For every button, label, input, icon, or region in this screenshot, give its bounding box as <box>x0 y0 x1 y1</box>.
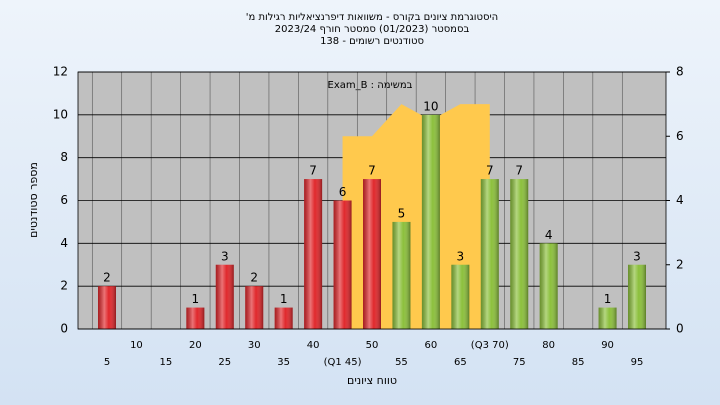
annotation: במשימה : Exam_B <box>328 80 413 91</box>
value-label: 1 <box>604 292 612 306</box>
value-label: 1 <box>280 292 288 306</box>
x-tick-label: 55 <box>395 357 408 368</box>
value-label: 10 <box>423 99 438 113</box>
value-label: 4 <box>545 228 553 242</box>
y2-tick-label: 8 <box>676 65 684 79</box>
y-tick-label: 2 <box>60 279 68 293</box>
x-tick-label: 30 <box>248 340 261 351</box>
y-tick-label: 8 <box>60 150 68 164</box>
x-tick-label: 90 <box>601 340 614 351</box>
x-axis-label: טווח ציונים <box>347 374 397 387</box>
bar-shade <box>510 179 529 329</box>
bar-shade <box>628 264 646 329</box>
chart-title: סטודנטים רשומים - 138 <box>320 36 424 47</box>
x-tick-label: (Q3 70) <box>471 340 509 351</box>
value-label: 5 <box>398 206 406 220</box>
value-label: 7 <box>309 164 317 178</box>
bar-shade <box>598 307 617 329</box>
bar-shade <box>304 179 323 329</box>
bar-shade <box>392 221 411 329</box>
y-tick-label: 10 <box>53 107 68 121</box>
bar-shade <box>480 179 499 329</box>
chart-title: היסטוגרמת ציונים בקורס - משוואות דיפרנצי… <box>246 12 498 23</box>
x-tick-label: (Q1 45) <box>324 357 362 368</box>
value-label: 7 <box>515 164 523 178</box>
chart-title: בסמסטר (01/2023) סמסטר חורף 2023/24 <box>275 24 470 35</box>
value-label: 6 <box>339 185 347 199</box>
y2-tick-label: 2 <box>676 257 684 271</box>
bar-shade <box>274 307 293 329</box>
value-label: 3 <box>457 249 465 263</box>
value-label: 3 <box>633 249 641 263</box>
x-tick-label: 50 <box>366 340 379 351</box>
value-label: 7 <box>368 164 376 178</box>
y-tick-label: 4 <box>60 236 68 250</box>
bar-shade <box>215 264 234 329</box>
value-label: 7 <box>486 164 494 178</box>
bar-shade <box>245 286 264 329</box>
x-tick-label: 35 <box>277 357 290 368</box>
y2-tick-label: 6 <box>676 129 684 143</box>
bar-shade <box>186 307 205 329</box>
bar-shade <box>333 200 352 329</box>
x-tick-label: 15 <box>160 357 173 368</box>
bar-shade <box>421 114 440 329</box>
value-label: 1 <box>192 292 200 306</box>
x-tick-label: 75 <box>513 357 526 368</box>
x-tick-label: 25 <box>218 357 231 368</box>
y-tick-label: 6 <box>60 193 68 207</box>
x-tick-label: 95 <box>631 357 644 368</box>
bar-shade <box>98 286 116 329</box>
y-axis-label: מספר סטודנטים <box>27 162 40 238</box>
y-tick-label: 0 <box>60 322 68 336</box>
y2-tick-label: 0 <box>676 322 684 336</box>
value-label: 2 <box>103 271 111 285</box>
plot-border <box>77 71 667 330</box>
x-tick-label: 20 <box>189 340 202 351</box>
x-tick-label: 65 <box>454 357 467 368</box>
bar-shade <box>363 179 381 329</box>
x-tick-label: 10 <box>130 340 143 351</box>
value-label: 3 <box>221 249 229 263</box>
bar-shade <box>539 243 558 329</box>
y-tick-label: 12 <box>53 65 68 79</box>
value-label: 2 <box>250 271 258 285</box>
x-tick-label: 60 <box>425 340 438 351</box>
x-tick-label: 80 <box>542 340 555 351</box>
y2-tick-label: 4 <box>676 193 684 207</box>
bar-shade <box>451 264 470 329</box>
x-tick-label: 5 <box>104 357 110 368</box>
x-tick-label: 40 <box>307 340 320 351</box>
x-tick-label: 85 <box>572 357 585 368</box>
